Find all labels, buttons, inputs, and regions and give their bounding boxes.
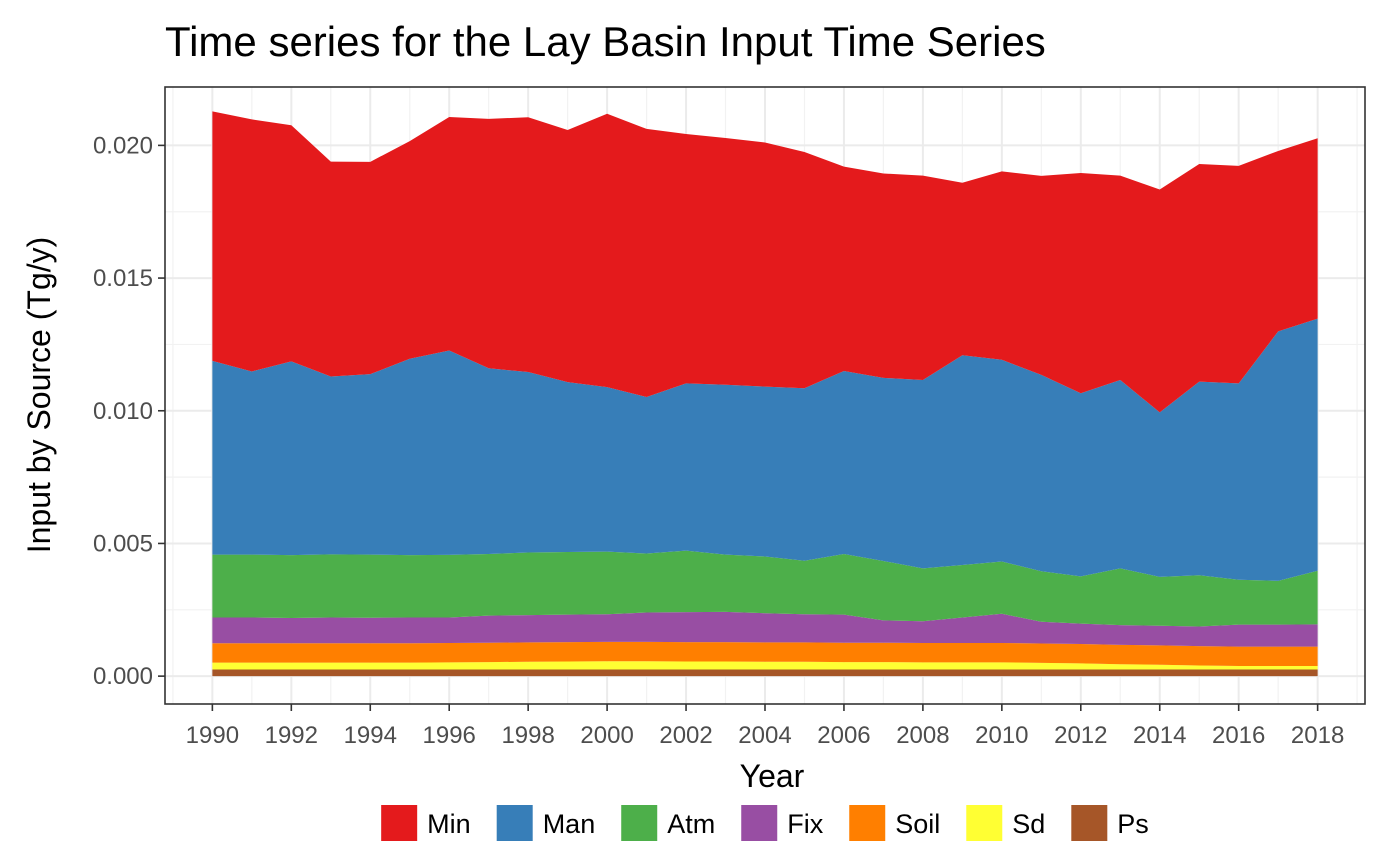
legend-key-sd <box>966 805 1003 841</box>
x-tick-label: 1996 <box>423 722 476 749</box>
y-axis: 0.000 0.005 0.010 0.015 0.020 <box>93 132 165 690</box>
x-tick-label: 2004 <box>738 722 791 749</box>
x-tick-label: 2012 <box>1054 722 1107 749</box>
x-tick-label: 2006 <box>817 722 870 749</box>
area-series-ps <box>212 669 1318 677</box>
y-axis-title: Input by Source (Tg/y) <box>21 237 57 554</box>
x-tick-label: 2000 <box>580 722 633 749</box>
x-tick-label: 2018 <box>1291 722 1344 749</box>
area-series-atm <box>212 550 1318 627</box>
area-series-soil <box>212 641 1318 667</box>
x-axis-title: Year <box>740 758 805 794</box>
y-tick-label: 0.005 <box>93 530 153 557</box>
x-tick-label: 2016 <box>1212 722 1265 749</box>
plot-panel <box>164 86 1366 705</box>
chart-title: Time series for the Lay Basin Input Time… <box>165 18 1046 65</box>
x-tick-label: 1992 <box>265 722 318 749</box>
legend-label-atm: Atm <box>667 809 715 839</box>
legend-key-soil <box>849 805 886 841</box>
y-tick-label: 0.015 <box>93 265 153 292</box>
x-tick-label: 2002 <box>659 722 712 749</box>
y-tick-label: 0.020 <box>93 132 153 159</box>
legend-label-sd: Sd <box>1012 809 1045 839</box>
x-tick-label: 1990 <box>186 722 239 749</box>
area-series-sd <box>212 661 1318 670</box>
legend-key-ps <box>1071 805 1108 841</box>
y-tick-label: 0.010 <box>93 398 153 425</box>
legend: Min Man Atm Fix Soil Sd Ps <box>381 805 1149 841</box>
legend-label-man: Man <box>543 809 596 839</box>
legend-key-man <box>496 805 533 841</box>
x-tick-label: 2010 <box>975 722 1028 749</box>
legend-label-soil: Soil <box>895 809 940 839</box>
area-series-man <box>212 318 1318 581</box>
x-tick-label: 2014 <box>1133 722 1186 749</box>
x-tick-label: 1994 <box>344 722 397 749</box>
y-tick-label: 0.000 <box>93 663 153 690</box>
legend-label-ps: Ps <box>1117 809 1149 839</box>
area-series-fix <box>212 611 1318 647</box>
x-tick-label: 2008 <box>896 722 949 749</box>
legend-label-fix: Fix <box>787 809 823 839</box>
legend-label-min: Min <box>427 809 471 839</box>
x-axis: 1990 1992 1994 1996 1998 2000 2002 2004 2006 2008… <box>186 704 1344 749</box>
area-series-min <box>212 111 1318 413</box>
legend-key-fix <box>741 805 778 841</box>
area-series-group <box>212 111 1318 677</box>
legend-key-atm <box>621 805 658 841</box>
x-tick-label: 1998 <box>501 722 554 749</box>
legend-key-min <box>381 805 418 841</box>
